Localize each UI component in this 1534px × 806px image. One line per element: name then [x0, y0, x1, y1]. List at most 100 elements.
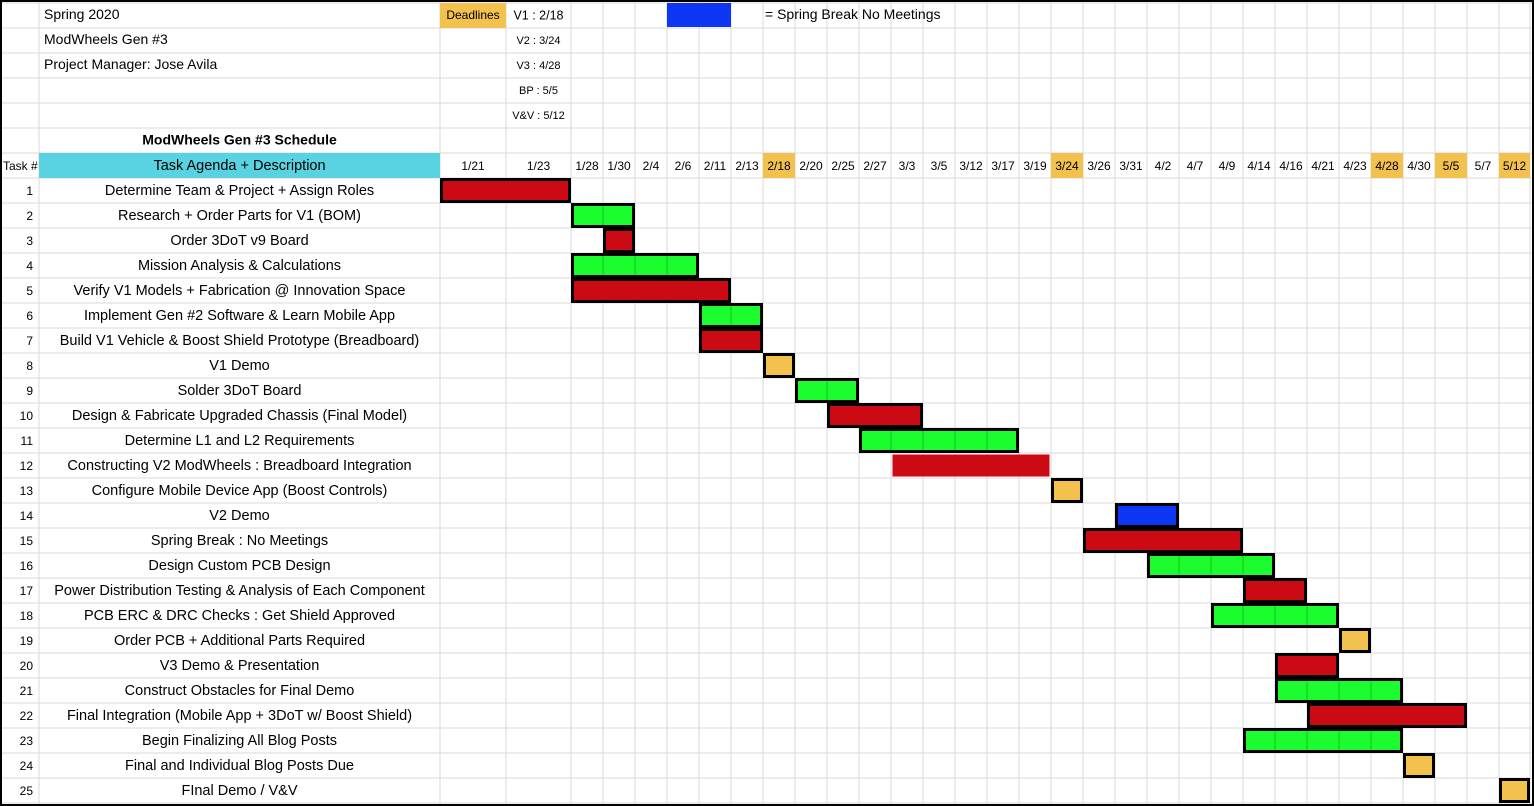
- task-name: FInal Demo / V&V: [181, 783, 297, 799]
- task-name: Build V1 Vehicle & Boost Shield Prototyp…: [60, 333, 420, 349]
- task-number: 13: [20, 484, 34, 498]
- date-header-2-25: 2/25: [831, 159, 855, 173]
- task-bar: [1115, 503, 1179, 528]
- task-bar: [1083, 528, 1243, 553]
- task-number: 10: [20, 409, 34, 423]
- task-name: Solder 3DoT Board: [178, 383, 302, 399]
- task-name: Determine L1 and L2 Requirements: [125, 433, 355, 449]
- task-bar: [699, 328, 763, 353]
- task-bar: [1051, 478, 1083, 503]
- task-bar: [1243, 728, 1403, 753]
- task-number: 1: [26, 184, 33, 198]
- task-number: 8: [26, 359, 33, 373]
- deadline-date-highlight: [1371, 153, 1403, 178]
- date-header-3-5: 3/5: [931, 159, 948, 173]
- task-name: Configure Mobile Device App (Boost Contr…: [92, 483, 388, 499]
- task-name: Design & Fabricate Upgraded Chassis (Fin…: [72, 408, 407, 424]
- task-bar: [440, 178, 571, 203]
- date-header-4-2: 4/2: [1155, 159, 1172, 173]
- task-bar: [1499, 778, 1530, 803]
- task-number: 17: [20, 584, 34, 598]
- task-number: 15: [20, 534, 34, 548]
- date-header-4-9: 4/9: [1219, 159, 1236, 173]
- header-fills: [39, 3, 1530, 178]
- date-header-3-31: 3/31: [1119, 159, 1143, 173]
- task-number: 14: [20, 509, 34, 523]
- date-header-4-16: 4/16: [1279, 159, 1303, 173]
- date-header-4-28: 4/28: [1375, 159, 1399, 173]
- date-header-4-30: 4/30: [1407, 159, 1431, 173]
- date-header-2-6: 2/6: [675, 159, 692, 173]
- task-number: 24: [20, 759, 34, 773]
- task-name: Final Integration (Mobile App + 3DoT w/ …: [67, 708, 412, 724]
- schedule-title: ModWheels Gen #3 Schedule: [142, 132, 337, 148]
- task-bar: [763, 353, 795, 378]
- deadline-item: V3 : 4/28: [516, 60, 560, 72]
- task-number: 23: [20, 734, 34, 748]
- task-number: 9: [26, 384, 33, 398]
- legend-text: = Spring Break No Meetings: [765, 6, 940, 22]
- task-number: 6: [26, 309, 33, 323]
- task-name: Verify V1 Models + Fabrication @ Innovat…: [74, 283, 406, 299]
- task-bar: [892, 454, 1050, 477]
- task-num-header: Task #: [3, 159, 38, 173]
- task-number: 4: [26, 259, 33, 273]
- task-bar: [1307, 703, 1467, 728]
- task-bar: [1275, 653, 1339, 678]
- deadline-date-highlight: [1051, 153, 1083, 178]
- sheet-text: Spring 2020 ModWheels Gen #3 Project Manag…: [3, 6, 1527, 799]
- deadline-item: BP : 5/5: [519, 85, 558, 97]
- deadlines-label: Deadlines: [446, 8, 499, 22]
- task-name: Begin Finalizing All Blog Posts: [142, 733, 337, 749]
- deadline-item: V2 : 3/24: [516, 35, 560, 47]
- task-number: 11: [21, 434, 34, 448]
- date-header-3-26: 3/26: [1087, 159, 1111, 173]
- manager-label: Project Manager: Jose Avila: [44, 56, 217, 72]
- task-name: V2 Demo: [209, 508, 269, 524]
- deadline-date-highlight: [1499, 153, 1530, 178]
- task-bar: [603, 228, 635, 253]
- deadline-date-highlight: [1435, 153, 1467, 178]
- deadline-item: V&V : 5/12: [512, 110, 565, 122]
- date-header-2-4: 2/4: [643, 159, 660, 173]
- task-number: 7: [26, 334, 33, 348]
- date-header-1-21: 1/21: [461, 159, 485, 173]
- date-header-2-11: 2/11: [704, 159, 727, 173]
- task-name: V1 Demo: [209, 358, 269, 374]
- date-header-4-23: 4/23: [1343, 159, 1367, 173]
- date-header-2-20: 2/20: [799, 159, 823, 173]
- date-header-4-21: 4/21: [1311, 159, 1335, 173]
- task-name: Spring Break : No Meetings: [151, 533, 328, 549]
- task-number: 3: [26, 234, 33, 248]
- task-name: Order PCB + Additional Parts Required: [114, 633, 365, 649]
- date-header-3-12: 3/12: [959, 159, 983, 173]
- task-number: 21: [20, 684, 34, 698]
- task-name: Order 3DoT v9 Board: [170, 233, 308, 249]
- date-header-1-28: 1/28: [575, 159, 599, 173]
- deadline-date-highlight: [763, 153, 795, 178]
- task-name: Constructing V2 ModWheels : Breadboard I…: [67, 458, 411, 474]
- task-bars: [440, 178, 1530, 803]
- deadline-item: V1 : 2/18: [513, 8, 563, 22]
- term-label: Spring 2020: [44, 6, 120, 22]
- task-name: Determine Team & Project + Assign Roles: [105, 183, 374, 199]
- date-header-1-30: 1/30: [607, 159, 631, 173]
- task-number: 5: [26, 284, 33, 298]
- date-header-5-7: 5/7: [1475, 159, 1492, 173]
- task-name: Final and Individual Blog Posts Due: [125, 758, 354, 774]
- task-name: PCB ERC & DRC Checks : Get Shield Approv…: [84, 608, 395, 624]
- task-name: Mission Analysis & Calculations: [138, 258, 341, 274]
- task-number: 19: [20, 634, 34, 648]
- task-bar: [1403, 753, 1435, 778]
- date-header-5-12: 5/12: [1503, 159, 1527, 173]
- date-header-3-17: 3/17: [991, 159, 1015, 173]
- task-number: 18: [20, 609, 34, 623]
- date-header-3-19: 3/19: [1023, 159, 1047, 173]
- task-number: 22: [20, 709, 34, 723]
- task-bar: [859, 428, 1019, 453]
- task-bar: [827, 403, 923, 428]
- task-number: 12: [20, 459, 34, 473]
- task-number: 2: [26, 209, 33, 223]
- task-name: Power Distribution Testing & Analysis of…: [54, 583, 424, 599]
